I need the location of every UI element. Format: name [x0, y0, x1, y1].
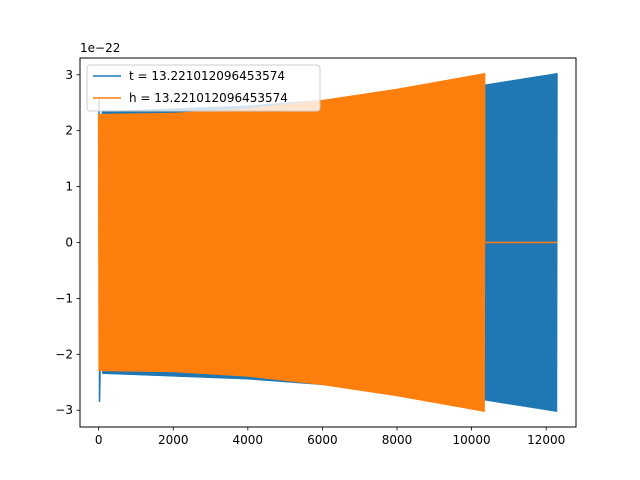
y-tick-label: 3 [65, 68, 73, 82]
y-offset-label: 1e−22 [80, 41, 120, 55]
x-tick-label: 6000 [307, 433, 338, 447]
x-tick-label: 4000 [233, 433, 264, 447]
legend-label-h: h = 13.221012096453574 [129, 91, 288, 105]
y-tick-label: −2 [55, 347, 73, 361]
y-axis: −3 −2 −1 0 1 2 3 [55, 68, 80, 417]
y-tick-label: −1 [55, 291, 73, 305]
x-tick-label: 8000 [382, 433, 413, 447]
x-tick-label: 12000 [527, 433, 565, 447]
legend-box [86, 64, 321, 112]
x-axis: 0 2000 4000 6000 8000 10000 12000 [95, 427, 565, 447]
series-layer [97, 73, 558, 412]
x-tick-label: 0 [95, 433, 103, 447]
x-tick-label: 10000 [452, 433, 490, 447]
series-line-h [97, 73, 557, 412]
legend-label-t: t = 13.221012096453574 [129, 69, 285, 83]
legend: t = 13.221012096453574 h = 13.2210120964… [86, 64, 321, 112]
y-tick-label: 2 [65, 124, 73, 138]
y-tick-label: −3 [55, 403, 73, 417]
x-tick-label: 2000 [158, 433, 189, 447]
y-tick-label: 1 [65, 180, 73, 194]
y-tick-label: 0 [65, 236, 73, 250]
